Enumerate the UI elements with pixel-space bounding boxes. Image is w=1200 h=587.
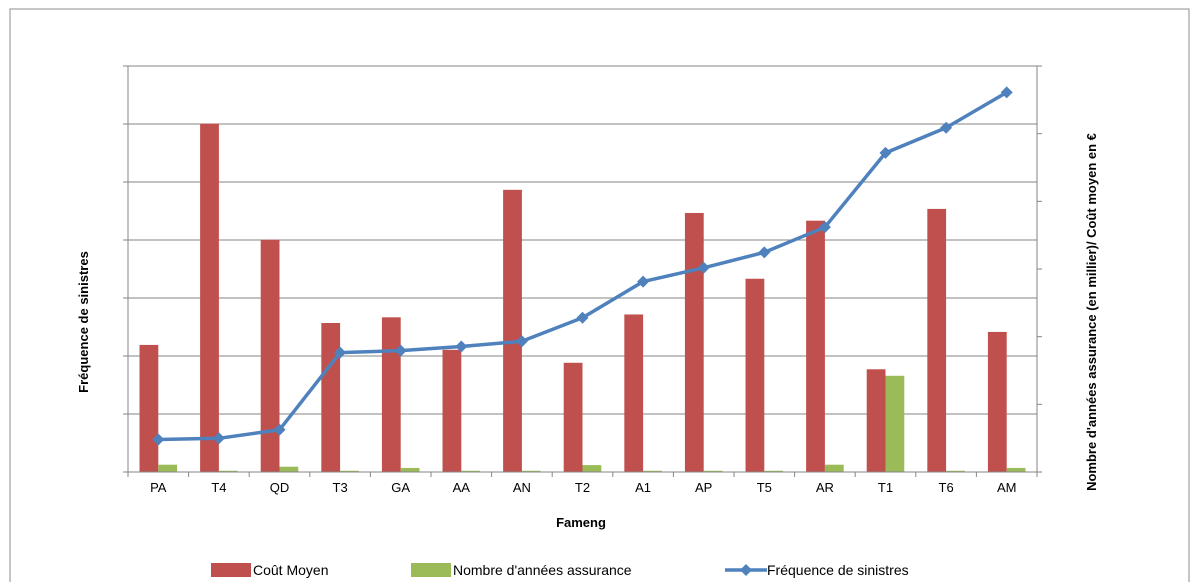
x-tick-label-am: AM [997, 480, 1017, 495]
point-frequence-ga [394, 344, 407, 357]
bar-nombre-d-annees-assurance-am [1006, 467, 1026, 472]
legend-marker-frequence-de-sinistres [740, 564, 752, 576]
point-frequence-t6 [940, 121, 953, 134]
point-frequence-ar [818, 221, 831, 234]
bar-nombre-d-annees-assurance-a1 [643, 470, 662, 472]
x-tick-label-aa: AA [453, 480, 471, 495]
bar-nombre-d-annees-assurance-ga [400, 467, 420, 472]
bar-cout-moyen-a1 [624, 314, 644, 472]
bar-cout-moyen-aa [442, 349, 462, 472]
bar-cout-moyen-ga [381, 317, 401, 472]
x-tick-label-an: AN [513, 480, 531, 495]
bar-cout-moyen-t4 [200, 123, 219, 472]
bar-nombre-d-annees-assurance-t2 [582, 465, 602, 472]
bar-cout-moyen-ar [806, 220, 825, 472]
legend-label-nombre-d-annees-assurance: Nombre d'années assurance [453, 562, 632, 578]
bar-nombre-d-annees-assurance-qd [279, 466, 299, 472]
legend-label-frequence-de-sinistres: Fréquence de sinistres [767, 562, 909, 578]
axes [123, 65, 1042, 477]
bar-cout-moyen-t1 [866, 369, 886, 472]
bar-cout-moyen-t5 [745, 278, 765, 472]
left-axis-title: Fréquence de sinistres [76, 251, 91, 393]
bar-nombre-d-annees-assurance-ar [824, 464, 844, 472]
x-tick-label-ap: AP [695, 480, 712, 495]
bars [139, 123, 1026, 473]
x-tick-label-a1: A1 [635, 480, 651, 495]
x-tick-label-qd: QD [270, 480, 290, 495]
point-frequence-t1 [879, 146, 892, 159]
point-frequence-t4 [212, 432, 225, 445]
bar-nombre-d-annees-assurance-aa [461, 470, 481, 472]
x-tick-label-ar: AR [816, 480, 834, 495]
point-frequence-an [515, 335, 528, 348]
bar-nombre-d-annees-assurance-t1 [885, 375, 905, 472]
bar-cout-moyen-pa [139, 344, 159, 472]
bar-cout-moyen-qd [260, 239, 280, 472]
x-tick-label-t6: T6 [939, 480, 954, 495]
chart-border [9, 8, 1190, 584]
bar-nombre-d-annees-assurance-t3 [340, 470, 359, 472]
point-frequence-t2 [576, 311, 589, 324]
point-frequence-aa [455, 340, 468, 353]
x-tick-label-t1: T1 [878, 480, 893, 495]
x-tick-label-pa: PA [150, 480, 167, 495]
bar-cout-moyen-t3 [321, 322, 341, 472]
x-tick-label-ga: GA [391, 480, 410, 495]
legend-label-cout-moyen: Coût Moyen [253, 562, 328, 578]
bar-cout-moyen-ap [684, 212, 704, 473]
line-layer [152, 86, 1013, 446]
point-frequence-t5 [758, 246, 771, 259]
bar-nombre-d-annees-assurance-ap [703, 470, 723, 472]
legend-swatch-nombre-d-annees-assurance [411, 563, 451, 577]
bar-nombre-d-annees-assurance-t6 [946, 470, 965, 472]
bar-cout-moyen-t6 [927, 208, 947, 473]
x-tick-label-t2: T2 [575, 480, 590, 495]
right-axis-title: Nombre d'années assurance (en millier)/ … [1084, 133, 1099, 491]
x-tick-label-t3: T3 [333, 480, 348, 495]
point-frequence-am [1000, 86, 1013, 99]
bar-cout-moyen-t2 [563, 362, 583, 472]
bar-nombre-d-annees-assurance-an [521, 470, 541, 472]
point-frequence-a1 [637, 275, 650, 288]
point-frequence-ap [697, 261, 710, 274]
point-frequence-t3 [334, 346, 347, 359]
bar-nombre-d-annees-assurance-pa [158, 464, 178, 472]
bar-nombre-d-annees-assurance-t4 [218, 470, 238, 472]
bar-nombre-d-annees-assurance-t5 [764, 470, 784, 472]
legend-swatch-cout-moyen [211, 563, 251, 577]
x-tick-label-t5: T5 [757, 480, 772, 495]
point-frequence-qd [273, 423, 286, 436]
x-tick-labels: PA T4 QD T3 GA AA AN T2 A1 AP T5 AR T1 T6 AM [150, 480, 1016, 495]
legend: Coût Moyen Nombre d'années assurance Fréqu… [211, 562, 909, 578]
x-axis-title: Fameng [556, 515, 606, 530]
point-frequence-pa [152, 433, 165, 446]
bar-cout-moyen-am [987, 331, 1007, 472]
bar-cout-moyen-an [503, 189, 522, 472]
x-tick-label-t4: T4 [211, 480, 226, 495]
